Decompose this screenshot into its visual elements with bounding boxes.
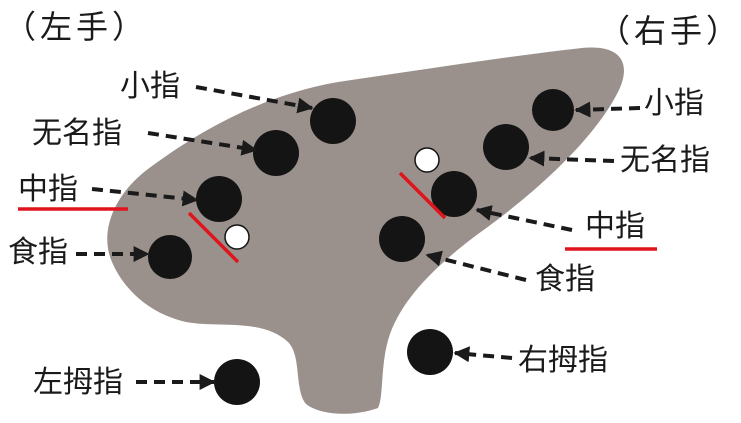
hole-right-thumb (407, 329, 453, 375)
hole-left-thumb (214, 359, 260, 405)
arrow-right-little (574, 101, 641, 118)
right-half-hole-mark (398, 171, 447, 220)
label-left-thumb: 左拇指 (33, 365, 123, 400)
hole-left-index (148, 235, 192, 279)
label-left-middle: 中指 (18, 172, 78, 207)
hole-right-small-open (414, 147, 440, 173)
label-left-ring: 无名指 (32, 116, 122, 151)
arrow-right-ring (528, 150, 615, 167)
left-hand-title: （左手） (4, 8, 148, 46)
arrow-left-ring (147, 131, 258, 156)
left-half-hole-mark (187, 211, 240, 264)
arrow-right-middle (475, 205, 573, 232)
label-right-ring: 无名指 (620, 143, 710, 178)
label-right-index: 食指 (535, 262, 595, 297)
hole-left-small-open (224, 224, 250, 250)
label-right-little: 小指 (644, 86, 704, 121)
label-right-thumb: 右拇指 (518, 343, 608, 378)
label-right-middle: 中指 (585, 209, 645, 244)
right-hand-title: （右手） (598, 12, 741, 50)
arrow-right-thumb (453, 346, 513, 363)
hole-left-middle (196, 176, 242, 222)
hole-right-index (379, 216, 425, 262)
label-left-index: 食指 (8, 235, 68, 270)
hole-right-middle (431, 171, 477, 217)
hole-right-little (532, 89, 574, 131)
arrow-left-little (195, 85, 314, 114)
hole-left-little (310, 98, 356, 144)
hole-left-ring (253, 130, 299, 176)
label-left-little: 小指 (120, 69, 180, 104)
hole-right-ring (483, 124, 529, 170)
